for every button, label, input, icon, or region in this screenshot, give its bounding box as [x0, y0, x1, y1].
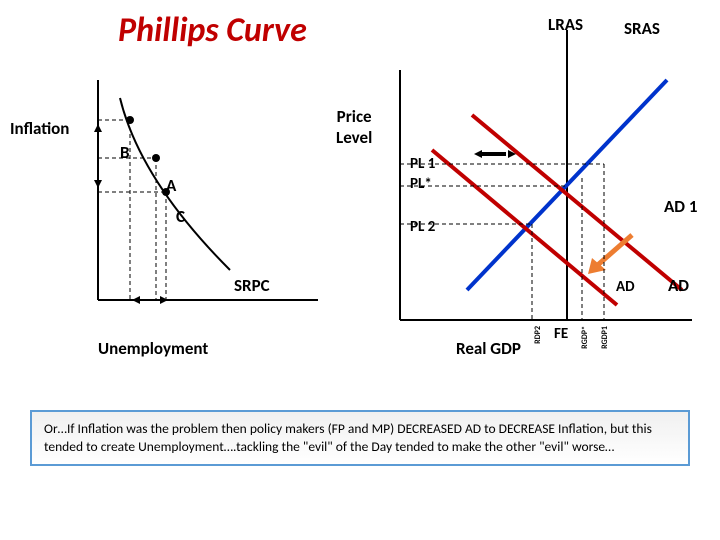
- page-title: Phillips Curve: [118, 10, 307, 51]
- srpc-label: SRPC: [234, 275, 270, 296]
- plstar-label: PL*: [410, 175, 432, 193]
- explanation-text: Or…If Inflation was the problem then pol…: [44, 420, 652, 455]
- pl1-label: PL 1: [410, 155, 435, 173]
- point-c-label: C: [176, 206, 185, 227]
- unemployment-axis-label: Unemployment: [98, 338, 208, 359]
- pl2-label: PL 2: [410, 218, 435, 236]
- ad1-label: AD 1: [664, 196, 697, 217]
- ad-label-arrow: AD: [616, 278, 635, 296]
- point-b-label: B: [120, 142, 130, 163]
- asad-chart: [392, 30, 712, 350]
- ad-label: AD: [668, 275, 689, 296]
- point-a-label: A: [166, 175, 176, 196]
- price-level-axis-label: Price Level: [336, 106, 372, 148]
- rgdp1-tick: RGDP1: [600, 326, 610, 349]
- rdp2-tick: RDP2: [533, 326, 543, 344]
- rgdpstar-tick: RGDP*: [580, 326, 590, 349]
- explanation-textbox: Or…If Inflation was the problem then pol…: [30, 410, 690, 466]
- phillips-curve-chart: [70, 80, 330, 340]
- inflation-axis-label: Inflation: [10, 118, 69, 139]
- fe-label: FE: [554, 325, 568, 343]
- real-gdp-axis-label: Real GDP: [456, 338, 521, 359]
